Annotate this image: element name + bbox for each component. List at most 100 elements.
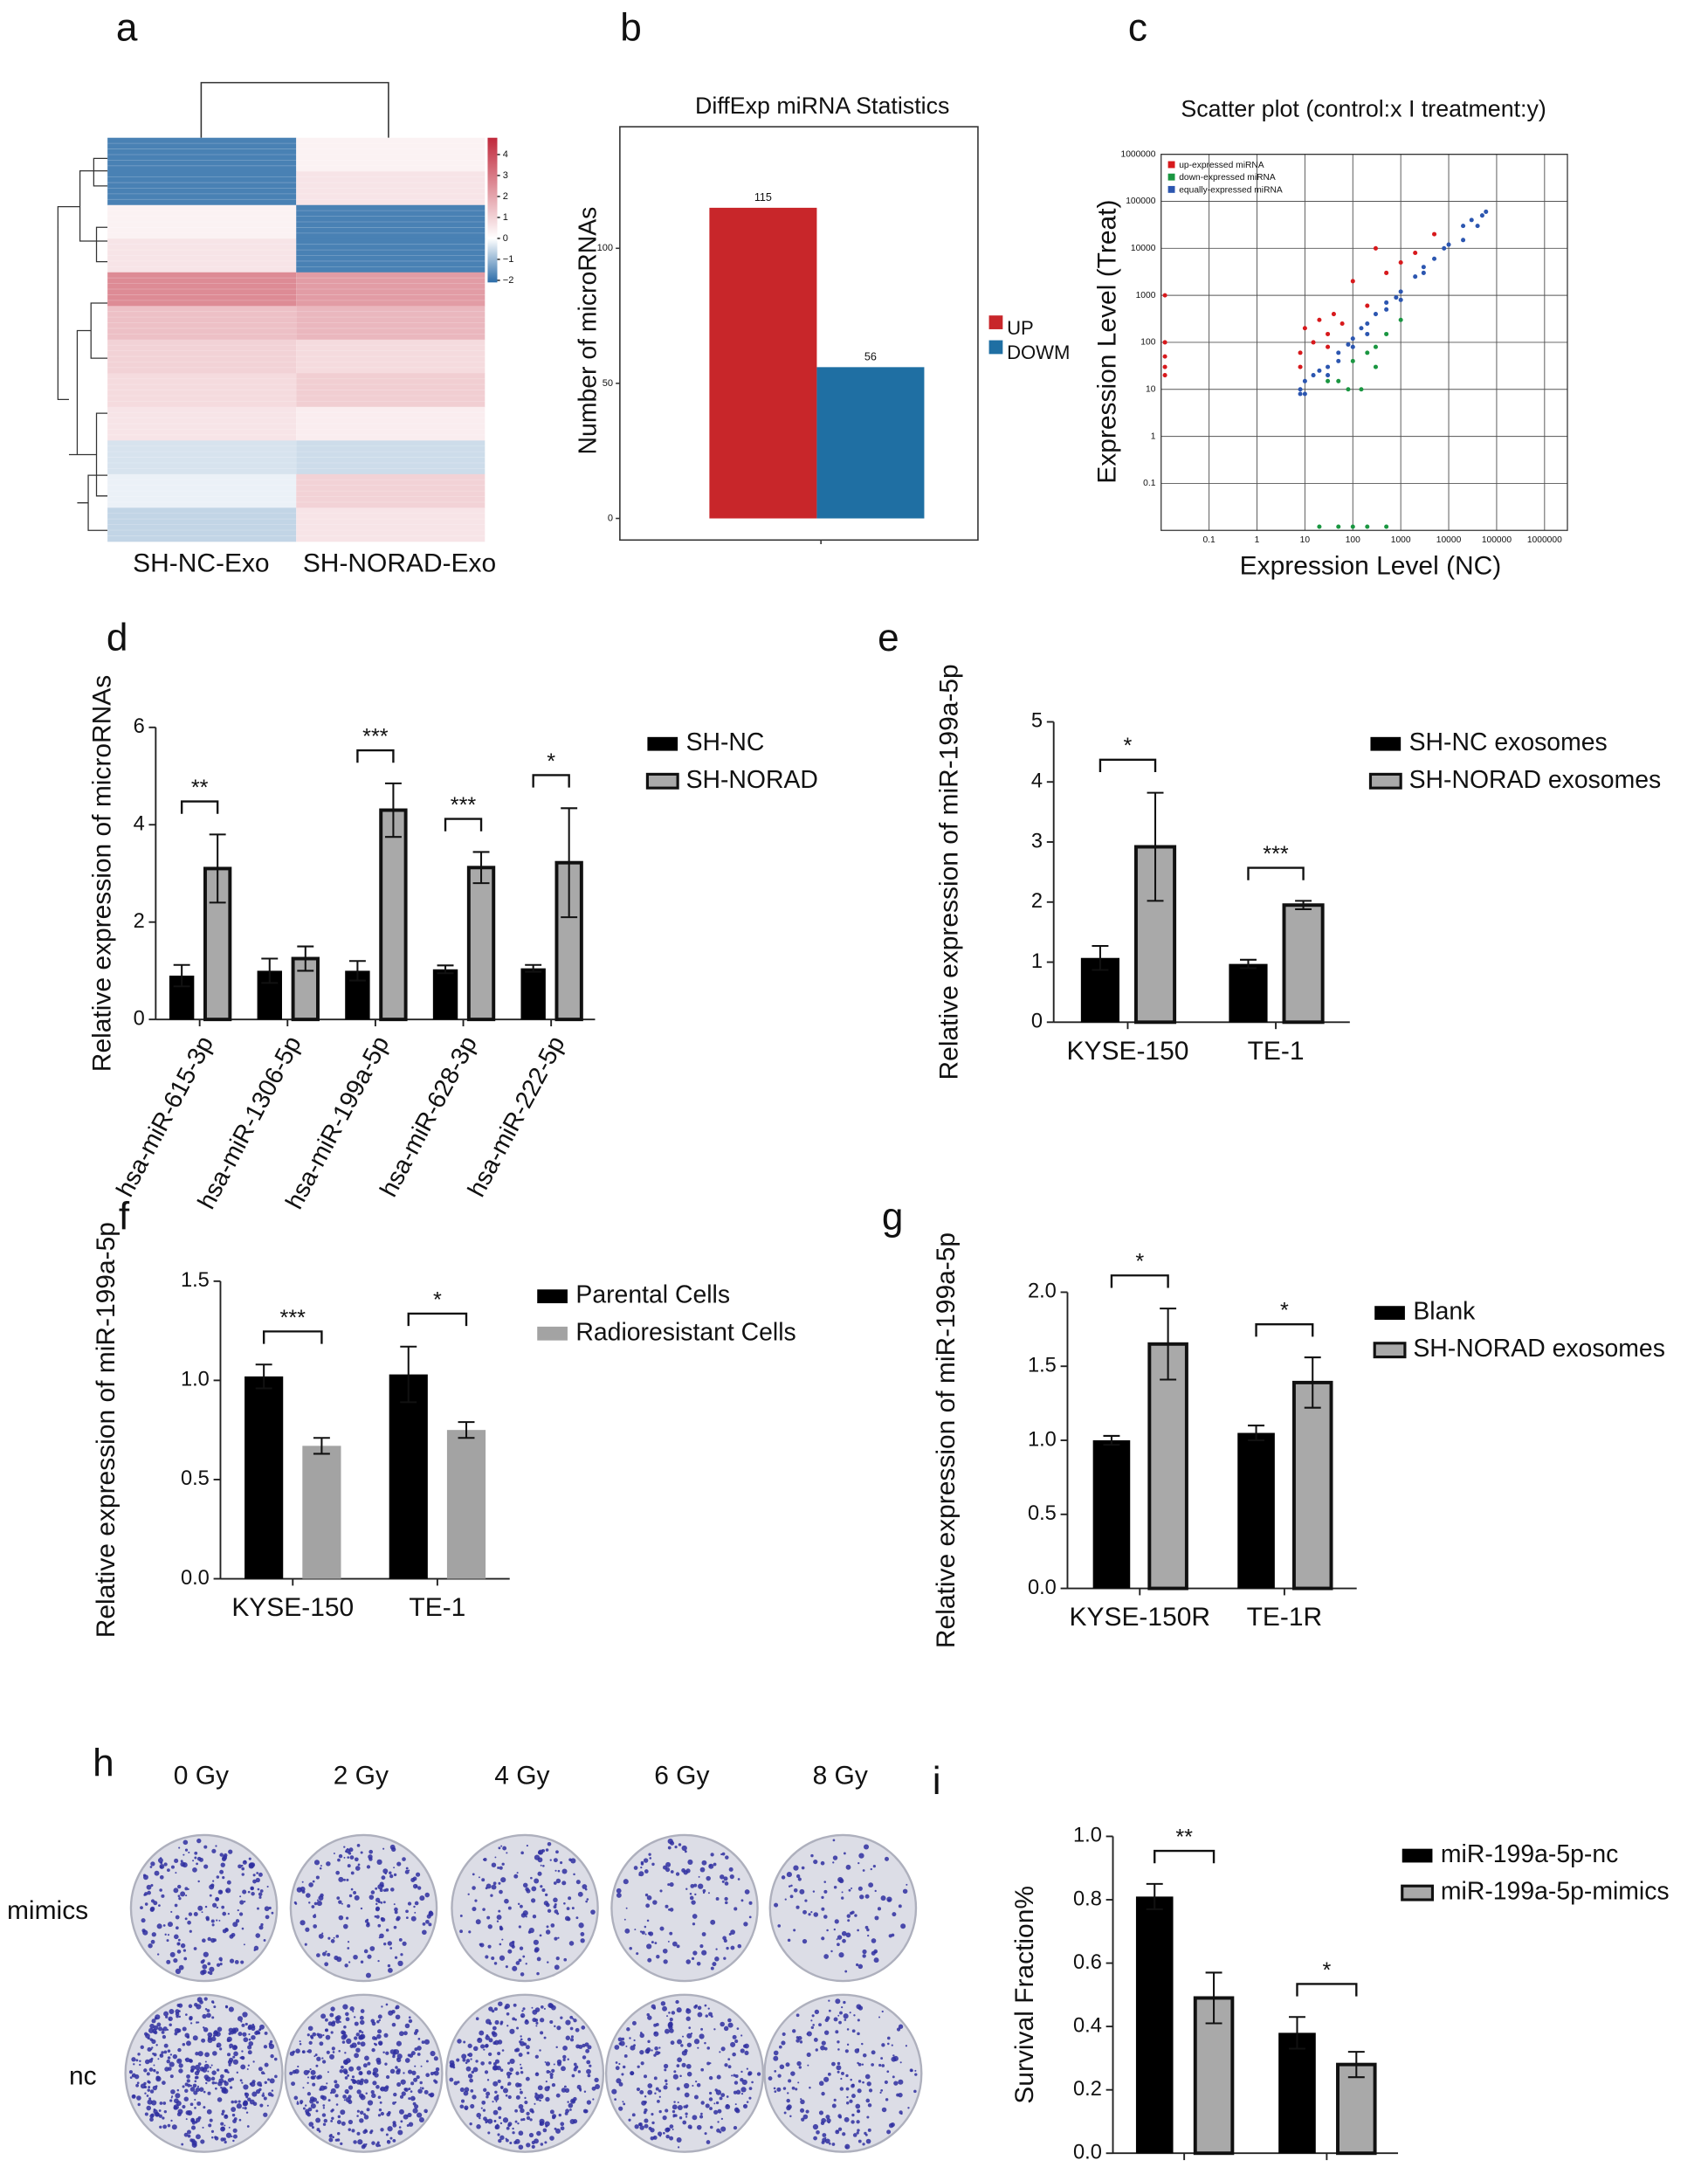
colony bbox=[345, 1916, 349, 1920]
colony bbox=[240, 1960, 244, 1964]
bar bbox=[709, 207, 817, 519]
colony bbox=[206, 2108, 212, 2115]
error-bar bbox=[1092, 944, 1109, 971]
colony bbox=[580, 1932, 585, 1936]
colony bbox=[361, 2031, 364, 2033]
colony bbox=[169, 2023, 172, 2026]
colony bbox=[356, 2066, 362, 2071]
colony bbox=[189, 2015, 193, 2020]
colony bbox=[665, 2108, 669, 2113]
colony bbox=[396, 2040, 402, 2046]
significance-label: *** bbox=[451, 793, 477, 818]
colony bbox=[476, 2112, 482, 2118]
colony bbox=[621, 2037, 625, 2041]
colony bbox=[778, 2045, 782, 2049]
colony bbox=[229, 2086, 233, 2089]
colony bbox=[135, 2083, 139, 2088]
y-tick-label: 0.1 bbox=[1143, 479, 1156, 488]
colony bbox=[709, 1864, 712, 1867]
colony bbox=[685, 2063, 692, 2069]
colony bbox=[263, 2096, 267, 2101]
colony bbox=[708, 2097, 713, 2101]
colony bbox=[307, 2049, 313, 2053]
colony bbox=[694, 1893, 697, 1896]
colony bbox=[491, 1957, 495, 1961]
colony bbox=[574, 2067, 576, 2069]
colony bbox=[668, 1908, 671, 1911]
colony bbox=[207, 2032, 213, 2038]
colony bbox=[520, 1913, 527, 1918]
colony bbox=[694, 2004, 699, 2008]
colony bbox=[800, 2099, 805, 2105]
colony bbox=[697, 2005, 702, 2011]
colony bbox=[242, 2032, 247, 2037]
colony bbox=[685, 1887, 688, 1890]
colony bbox=[216, 1963, 221, 1967]
colony bbox=[370, 1890, 375, 1894]
colony bbox=[365, 2092, 368, 2095]
colony bbox=[808, 1913, 811, 1916]
colony bbox=[393, 1873, 397, 1877]
colony bbox=[644, 1869, 649, 1874]
colony bbox=[878, 2016, 881, 2019]
point bbox=[1479, 213, 1484, 218]
colony bbox=[659, 1926, 665, 1931]
colony bbox=[310, 2036, 314, 2039]
point bbox=[1359, 387, 1364, 392]
colony bbox=[681, 2062, 686, 2067]
colony bbox=[520, 2108, 525, 2114]
significance-bracket bbox=[407, 1312, 468, 1327]
point bbox=[1336, 358, 1341, 363]
colony bbox=[310, 2069, 316, 2075]
colony bbox=[404, 2088, 409, 2092]
colony bbox=[652, 2135, 658, 2140]
colony bbox=[237, 2016, 244, 2022]
colony bbox=[690, 1884, 695, 1888]
colony bbox=[274, 2074, 278, 2079]
colony bbox=[193, 1947, 197, 1950]
colony bbox=[623, 1879, 629, 1885]
colony bbox=[535, 2025, 538, 2027]
colony bbox=[344, 2052, 347, 2054]
colony bbox=[700, 2067, 705, 2072]
colony bbox=[314, 2053, 318, 2057]
colony bbox=[251, 2026, 256, 2032]
colony bbox=[848, 1888, 851, 1892]
colony bbox=[192, 1860, 195, 1862]
colony bbox=[341, 2065, 344, 2069]
colony bbox=[306, 2076, 310, 2079]
colony bbox=[706, 2061, 711, 2066]
colony bbox=[746, 2101, 749, 2103]
heatmap-cell bbox=[107, 339, 297, 374]
colony bbox=[149, 2089, 155, 2094]
colony bbox=[845, 2146, 848, 2149]
colony bbox=[241, 1873, 244, 1876]
colony bbox=[644, 1893, 649, 1897]
colony bbox=[570, 2035, 575, 2039]
colony bbox=[316, 1953, 320, 1957]
colony bbox=[825, 2016, 830, 2020]
colony bbox=[320, 1865, 322, 1867]
colony bbox=[774, 2090, 777, 2094]
colony bbox=[518, 2104, 524, 2109]
colony bbox=[147, 2036, 150, 2040]
colony bbox=[699, 1867, 706, 1873]
colony bbox=[408, 2016, 411, 2019]
colony bbox=[244, 1860, 247, 1863]
colony bbox=[823, 1889, 828, 1894]
colony bbox=[565, 2019, 571, 2026]
colony bbox=[144, 2112, 148, 2116]
colony bbox=[569, 2015, 574, 2019]
heatmap-cell bbox=[107, 204, 297, 239]
colony bbox=[176, 2112, 182, 2117]
colony bbox=[849, 2012, 851, 2014]
colony bbox=[837, 2048, 840, 2051]
colony bbox=[475, 1919, 481, 1925]
colony bbox=[341, 2034, 347, 2040]
colony bbox=[583, 2090, 587, 2094]
colony bbox=[857, 2061, 859, 2065]
colony bbox=[734, 2039, 739, 2044]
colony bbox=[885, 1856, 889, 1861]
colony bbox=[471, 2070, 475, 2074]
colony bbox=[812, 2024, 815, 2026]
